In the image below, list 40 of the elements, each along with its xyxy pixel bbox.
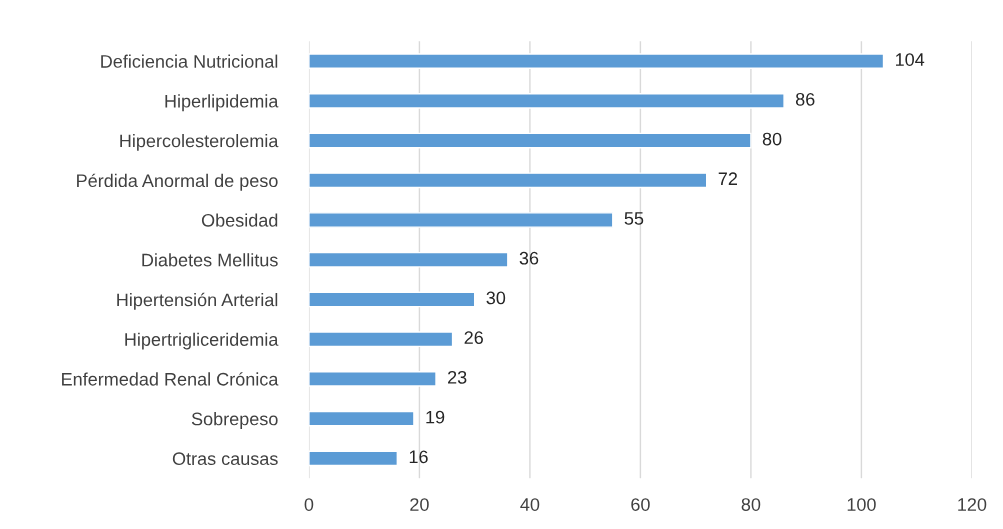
data-label: 36	[519, 251, 539, 265]
y-tick-label: Hipercolesterolemia	[120, 134, 279, 151]
x-tick-label: 40	[520, 498, 540, 511]
data-label: 55	[624, 212, 644, 225]
data-label: 72	[718, 172, 737, 185]
data-label: 30	[486, 291, 506, 305]
bar	[308, 450, 399, 467]
bar	[308, 172, 708, 189]
y-tick-label: Otras causas	[172, 452, 278, 466]
bar	[308, 93, 785, 109]
data-label: 16	[409, 450, 428, 464]
bar	[308, 371, 437, 387]
x-tick-label: 20	[410, 498, 429, 511]
y-tick-label: Hipertensión Arterial	[117, 292, 278, 310]
y-tick-label: Diabetes Mellitus	[142, 253, 278, 267]
bar	[308, 53, 885, 69]
data-label: 19	[426, 410, 445, 424]
x-tick-label: 120	[958, 498, 987, 511]
bar	[308, 291, 476, 308]
x-tick-label: 0	[304, 498, 314, 511]
data-label: 80	[762, 132, 782, 146]
bar	[308, 410, 415, 427]
y-tick-label: Deficiencia Nutricional	[101, 54, 278, 68]
y-tick-label: Pérdida Anormal de peso	[77, 173, 278, 191]
x-tick-label: 80	[741, 498, 761, 511]
y-tick-label: Hiperlipidemia	[165, 94, 279, 112]
bar	[308, 132, 752, 149]
y-tick-label: Hipertrigliceridemia	[125, 332, 279, 350]
data-label: 23	[448, 370, 467, 384]
y-tick-label: Enfermedad Renal Crónica	[62, 372, 279, 386]
bar	[308, 212, 614, 228]
data-label: 104	[896, 53, 925, 66]
bar	[308, 251, 509, 268]
x-tick-label: 60	[631, 498, 650, 511]
bar	[308, 331, 454, 348]
x-tick-label: 100	[847, 498, 876, 511]
data-label: 26	[464, 331, 483, 345]
y-tick-label: Obesidad	[201, 213, 278, 227]
y-tick-label: Sobrepeso	[191, 412, 278, 429]
data-label: 86	[795, 92, 815, 106]
